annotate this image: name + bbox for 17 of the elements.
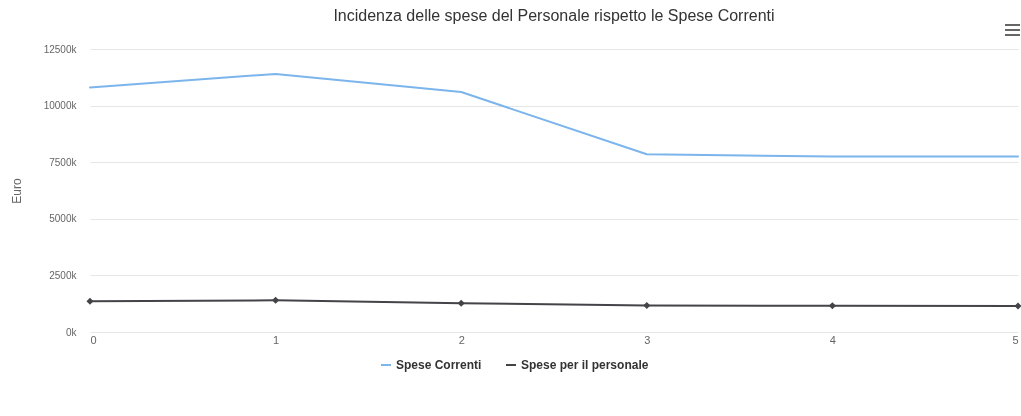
x-tick-label: 3: [644, 333, 651, 346]
chart-title: Incidenza delle spese del Personale rispetto le Spese Correnti: [333, 7, 775, 24]
x-tick-label: 4: [829, 333, 836, 346]
line-series: [89, 72, 1019, 158]
legend-label: Spese per il personale: [521, 358, 649, 372]
x-tick-label: 2: [458, 333, 465, 346]
x-tick-label: 0: [90, 333, 97, 346]
y-tick-label: 0k: [65, 326, 78, 338]
x-tick-label: 5: [1012, 333, 1019, 346]
y-tick-label: 7500k: [49, 156, 78, 168]
y-tick-label: 5000k: [49, 213, 78, 225]
y-tick-label: 10000k: [43, 100, 78, 112]
legend-label: Spese Correnti: [396, 358, 482, 372]
y-tick-label: 2500k: [49, 269, 78, 281]
y-axis-title: Euro: [9, 178, 24, 204]
y-tick-label: 12500k: [43, 43, 78, 55]
x-tick-label: 1: [273, 333, 280, 346]
